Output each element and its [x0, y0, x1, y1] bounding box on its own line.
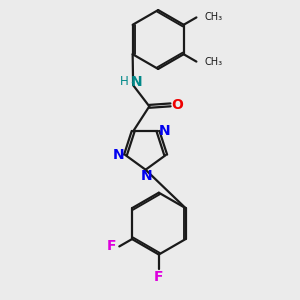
Text: N: N: [113, 148, 125, 162]
Text: F: F: [106, 239, 116, 254]
Text: H: H: [120, 75, 129, 88]
Text: N: N: [159, 124, 170, 138]
Text: F: F: [154, 270, 164, 283]
Text: N: N: [140, 169, 152, 183]
Text: CH₃: CH₃: [205, 12, 223, 22]
Text: O: O: [171, 98, 183, 112]
Text: CH₃: CH₃: [205, 57, 223, 67]
Text: N: N: [130, 75, 142, 88]
